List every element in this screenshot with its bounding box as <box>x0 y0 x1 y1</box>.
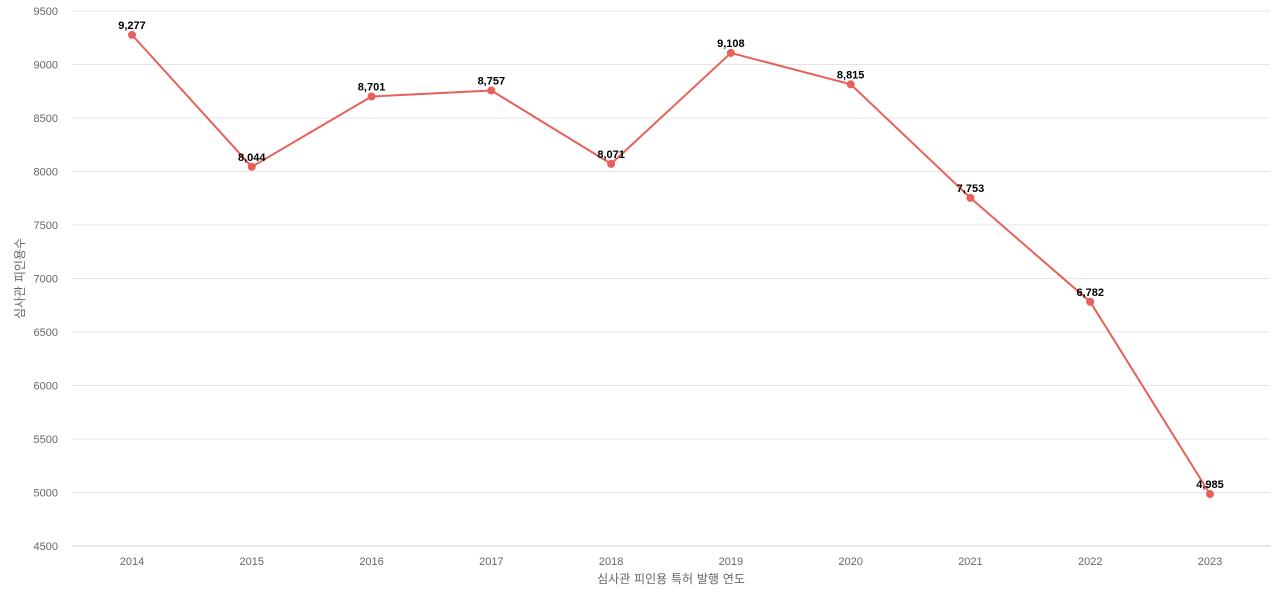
data-label: 8,815 <box>837 69 865 81</box>
data-label: 9,108 <box>717 38 745 50</box>
x-axis-title: 심사관 피인용 특허 발행 연도 <box>597 571 745 586</box>
y-tick-label: 5000 <box>34 488 58 500</box>
data-label: 4,985 <box>1196 479 1224 491</box>
y-tick-label: 8500 <box>34 113 58 125</box>
y-tick-label: 4500 <box>34 541 58 553</box>
y-tick-label: 9000 <box>34 60 58 72</box>
data-point <box>966 193 975 202</box>
x-tick-label: 2022 <box>1078 556 1102 568</box>
x-tick-label: 2014 <box>120 556 144 568</box>
data-label: 8,044 <box>238 152 266 164</box>
y-tick-label: 8000 <box>34 167 58 179</box>
y-tick-label: 6000 <box>34 381 58 393</box>
data-point <box>487 86 496 95</box>
y-tick-label: 5500 <box>34 434 58 446</box>
data-label: 8,701 <box>358 81 386 93</box>
y-axis-title: 심사관 피인용수 <box>13 238 27 319</box>
data-label: 9,277 <box>118 20 146 32</box>
x-tick-label: 2019 <box>719 556 743 568</box>
x-tick-label: 2023 <box>1198 556 1222 568</box>
y-tick-label: 7500 <box>34 220 58 232</box>
x-tick-label: 2018 <box>599 556 623 568</box>
x-tick-label: 2017 <box>479 556 503 568</box>
y-tick-label: 9500 <box>34 6 58 18</box>
y-tick-label: 7000 <box>34 274 58 286</box>
data-point <box>128 30 136 39</box>
data-point <box>367 92 376 101</box>
data-point <box>1206 490 1214 499</box>
data-points <box>128 30 1214 499</box>
series-line <box>131 34 1211 495</box>
data-labels: 9,277 8,044 8,701 8,757 8,071 9,108 8,815 7,753… <box>118 20 1224 491</box>
x-tick-label: 2016 <box>359 556 383 568</box>
data-point <box>726 48 735 57</box>
data-point <box>607 159 616 168</box>
data-label: 7,753 <box>957 183 985 195</box>
x-tick-label: 2015 <box>240 556 264 568</box>
data-point <box>247 162 256 171</box>
data-label: 8,071 <box>597 149 625 161</box>
data-point <box>846 80 855 89</box>
x-tick-label: 2021 <box>958 556 982 568</box>
data-point <box>1086 297 1095 306</box>
gridlines <box>72 10 1270 493</box>
y-axis-ticks: 4500 5000 5500 6000 6500 7000 7500 8000 8500 9000… <box>34 6 58 553</box>
y-tick-label: 6500 <box>34 327 58 339</box>
data-label: 6,782 <box>1076 287 1104 299</box>
x-tick-label: 2020 <box>838 556 862 568</box>
data-label: 8,757 <box>478 76 506 88</box>
x-axis-ticks: 2014 2015 2016 2017 2018 2019 2020 2021 2022 2023 <box>120 556 1222 568</box>
